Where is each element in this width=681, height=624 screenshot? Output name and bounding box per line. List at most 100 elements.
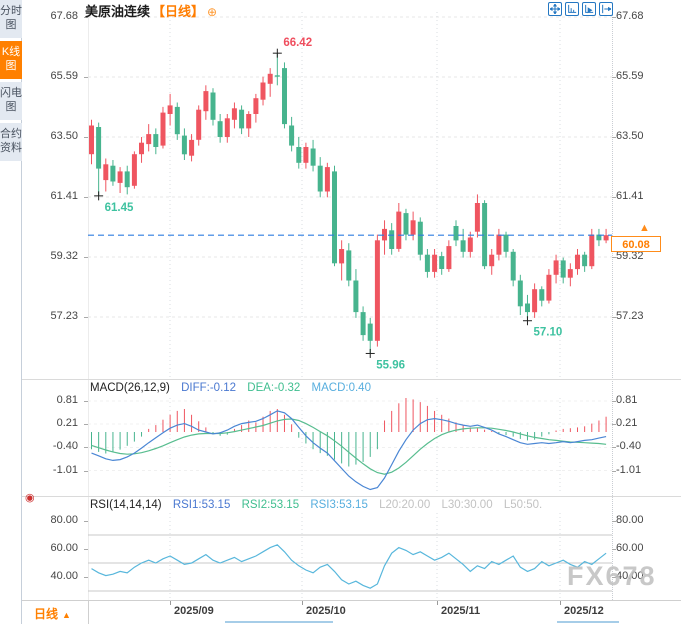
chart-type-sidebar: 分时图 K线图闪电图合约资料: [0, 0, 22, 624]
main-candlestick-canvas[interactable]: 66.42 61.45 55.96 57.10: [88, 12, 612, 380]
macd-macd-value: MACD:0.40: [311, 382, 371, 394]
axis-tick: [84, 424, 88, 425]
rsi-l50-value: L50:50.: [503, 499, 543, 511]
macd-panel-separator: [22, 379, 681, 380]
macd-y-label-right: -0.40: [616, 440, 642, 452]
main-y-label-left: 57.23: [50, 310, 78, 322]
price-annotation: 55.96: [376, 360, 405, 372]
x-axis-tick: [302, 601, 303, 605]
expand-icon[interactable]: ⊕: [207, 5, 218, 19]
rsi-y-label-left: 60.00: [50, 542, 78, 554]
rsi3-value: RSI3:53.15: [310, 499, 368, 511]
macd-y-label-right: 0.81: [616, 394, 638, 406]
rsi-y-label-left: 40.00: [50, 570, 78, 582]
pan-icon[interactable]: [548, 2, 562, 16]
instrument-title: 美原油连续: [85, 4, 151, 19]
sidebar-item-contract-info[interactable]: 合约资料: [0, 123, 22, 161]
rsi2-value: RSI2:53.15: [241, 499, 300, 511]
sidebar-item-kline-chart[interactable]: K线图: [0, 41, 22, 79]
sidebar-item-lightning-chart[interactable]: 闪电图: [0, 82, 22, 120]
axis-tick: [612, 317, 616, 318]
indicator-settings-icon[interactable]: ◉: [25, 492, 35, 504]
axis-tick: [84, 137, 88, 138]
axis-tick: [84, 577, 88, 578]
rsi-y-label-left: 80.00: [50, 514, 78, 526]
current-price-tag: 60.08: [611, 236, 661, 252]
x-axis-tick: [170, 601, 171, 605]
plot-left-border: [88, 12, 89, 600]
macd-canvas[interactable]: [88, 398, 612, 494]
axis-tick: [612, 137, 616, 138]
price-up-arrow-icon: ▲: [639, 222, 650, 234]
main-y-label-right: 59.32: [616, 250, 644, 262]
axis-tick: [612, 197, 616, 198]
axis-tick: [84, 549, 88, 550]
timeframe-badge: 【日线】: [152, 4, 205, 19]
sidebar-item-time-chart[interactable]: 分时图: [0, 0, 22, 38]
axis-tick: [612, 577, 616, 578]
axis-scale-left-icon[interactable]: [565, 2, 579, 16]
x-axis-date-label: 2025/09: [174, 605, 214, 617]
axis-tick: [612, 549, 616, 550]
main-y-label-right: 61.41: [616, 190, 644, 202]
shift-right-icon[interactable]: [599, 2, 613, 16]
axis-tick: [84, 257, 88, 258]
axis-tick: [84, 521, 88, 522]
rsi-canvas[interactable]: [88, 513, 612, 600]
rsi-l30-value: L30:30.00: [441, 499, 493, 511]
macd-y-label-right: 0.21: [616, 417, 638, 429]
axis-tick: [84, 17, 88, 18]
axis-tick: [612, 447, 616, 448]
main-y-label-left: 59.32: [50, 250, 78, 262]
rsi-y-label-right: 60.00: [616, 542, 644, 554]
x-axis-tick: [560, 601, 561, 605]
rsi-y-label-right: 80.00: [616, 514, 644, 526]
time-axis-bar: [22, 600, 681, 624]
footer-divider: [88, 600, 89, 624]
macd-y-label-left: -1.01: [52, 464, 78, 476]
fx678-watermark: FX678: [567, 561, 657, 591]
axis-scale-right-icon[interactable]: [582, 2, 596, 16]
axis-tick: [612, 521, 616, 522]
macd-y-label-left: -0.40: [52, 440, 78, 452]
price-annotation: 57.10: [533, 327, 562, 339]
axis-tick: [612, 471, 616, 472]
axis-tick: [84, 77, 88, 78]
x-axis-date-label: 2025/12: [564, 605, 604, 617]
macd-header: MACD(26,12,9) DIFF:-0.12 DEA:-0.32 MACD:…: [90, 382, 371, 394]
plot-right-border: [612, 12, 613, 600]
x-axis-date-label: 2025/10: [306, 605, 346, 617]
main-y-label-right: 67.68: [616, 10, 644, 22]
x-axis-tick: [437, 601, 438, 605]
timeframe-selector-arrow-icon: ▲: [62, 610, 71, 620]
scrollbar-thumb[interactable]: [225, 621, 333, 623]
macd-dea-value: DEA:-0.32: [247, 382, 301, 394]
rsi-name: RSI(14,14,14): [90, 499, 162, 511]
axis-tick: [84, 471, 88, 472]
axis-tick: [612, 77, 616, 78]
price-annotation: 66.42: [283, 37, 312, 49]
x-axis-date-label: 2025/11: [441, 605, 481, 617]
axis-tick: [84, 317, 88, 318]
rsi-header: RSI(14,14,14) RSI1:53.15 RSI2:53.15 RSI3…: [90, 499, 542, 511]
chart-title-row: 美原油连续 【日线】 ⊕: [85, 1, 217, 20]
macd-y-label-right: -1.01: [616, 464, 642, 476]
macd-name: MACD(26,12,9): [90, 382, 170, 394]
timeframe-selector-label: 日线: [34, 607, 59, 621]
timeframe-selector[interactable]: 日线 ▲: [34, 605, 71, 622]
macd-y-label-left: 0.21: [56, 417, 78, 429]
scrollbar-thumb[interactable]: [557, 621, 619, 623]
price-annotation: 61.45: [105, 202, 134, 214]
main-y-label-right: 63.50: [616, 130, 644, 142]
axis-tick: [84, 447, 88, 448]
rsi-panel-separator: [22, 496, 681, 497]
macd-y-label-left: 0.81: [56, 394, 78, 406]
axis-tick: [612, 257, 616, 258]
main-y-label-left: 61.41: [50, 190, 78, 202]
axis-tick: [612, 424, 616, 425]
rsi1-value: RSI1:53.15: [172, 499, 231, 511]
main-y-label-left: 67.68: [50, 10, 78, 22]
rsi-y-label-right: 40.00: [616, 570, 644, 582]
main-y-label-right: 57.23: [616, 310, 644, 322]
